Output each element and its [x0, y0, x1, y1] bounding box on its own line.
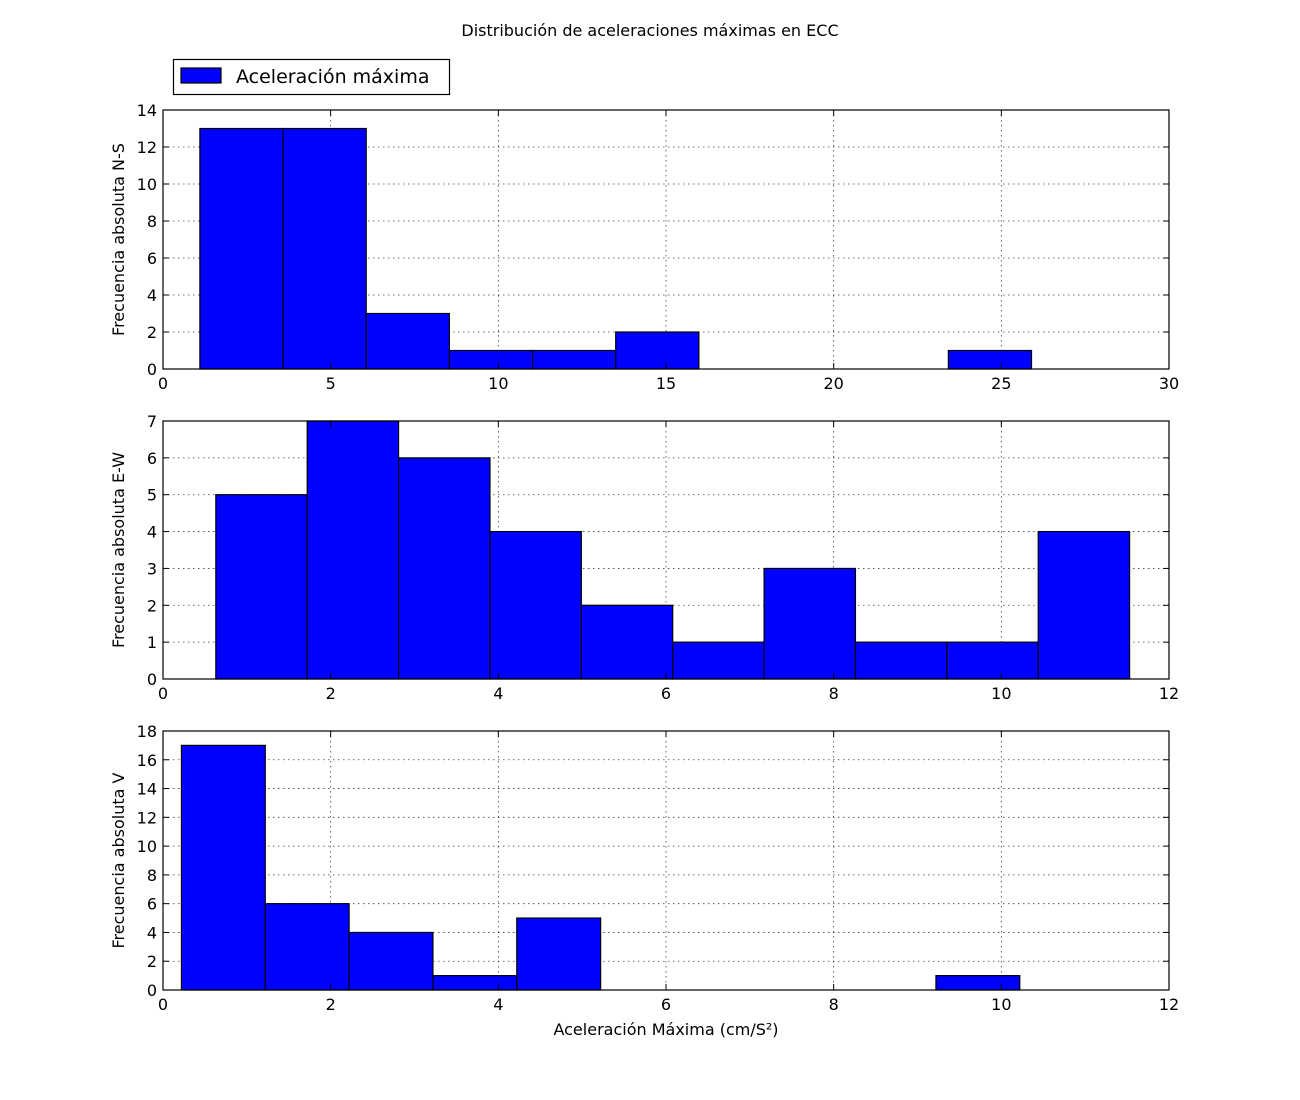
y-tick-label: 14 — [137, 101, 157, 120]
x-tick-label: 6 — [661, 684, 671, 703]
y-tick-label: 0 — [147, 670, 157, 689]
histogram-bar — [946, 641, 1039, 680]
y-tick-label: 2 — [147, 323, 157, 342]
y-axis-label: Frecuencia absoluta E-W — [109, 452, 128, 648]
histogram-bar — [672, 641, 765, 680]
y-tick-label: 2 — [147, 952, 157, 971]
x-tick-label: 15 — [656, 374, 676, 393]
x-tick-label: 25 — [991, 374, 1011, 393]
legend-label: Aceleración máxima — [236, 66, 429, 88]
histogram-bar — [531, 349, 617, 370]
x-tick-label: 10 — [488, 374, 508, 393]
histogram-bar — [1037, 530, 1131, 680]
y-tick-label: 14 — [137, 780, 157, 799]
y-tick-label: 1 — [147, 633, 157, 652]
histogram-bar — [215, 494, 308, 680]
x-tick-label: 6 — [661, 995, 671, 1014]
x-tick-label: 2 — [326, 995, 336, 1014]
histogram-bar — [580, 604, 674, 680]
legend-swatch — [180, 67, 222, 84]
x-tick-label: 10 — [991, 995, 1011, 1014]
y-tick-label: 12 — [137, 138, 157, 157]
histogram-bar — [615, 331, 700, 370]
y-tick-label: 6 — [147, 249, 157, 268]
x-tick-label: 8 — [829, 684, 839, 703]
histogram-bar — [947, 349, 1033, 370]
y-tick-label: 5 — [147, 486, 157, 505]
histogram-bar — [348, 931, 434, 991]
y-tick-label: 12 — [137, 808, 157, 827]
x-tick-label: 2 — [326, 684, 336, 703]
y-tick-label: 8 — [147, 866, 157, 885]
subplot-ns: 0 5 10 15 20 25 30 0 2 4 6 8 10 12 14 Frecuencia absolu… — [109, 101, 1179, 393]
histogram-bar — [365, 312, 450, 370]
x-tick-label: 4 — [493, 684, 503, 703]
histogram-bar — [306, 420, 400, 680]
histogram-bar — [854, 641, 948, 680]
subplot-v: 0 2 4 6 8 10 12 0 2 4 6 8 10 12 14 16 18 Frecuencia absol… — [109, 722, 1179, 1039]
histogram-bar — [199, 127, 284, 370]
histogram-bar — [180, 744, 266, 991]
x-tick-label: 8 — [829, 995, 839, 1014]
y-tick-label: 10 — [137, 175, 157, 194]
histogram-bar — [448, 349, 534, 370]
y-tick-label: 6 — [147, 895, 157, 914]
y-axis-label: Frecuencia absoluta N-S — [109, 143, 128, 336]
histogram-bar — [397, 457, 491, 680]
y-tick-label: 8 — [147, 212, 157, 231]
histogram-bar — [264, 903, 350, 991]
x-tick-label: 0 — [158, 374, 168, 393]
histogram-bar — [489, 530, 582, 680]
y-tick-label: 18 — [137, 722, 157, 741]
x-tick-label: 0 — [158, 684, 168, 703]
x-tick-label: 0 — [158, 995, 168, 1014]
x-tick-label: 30 — [1159, 374, 1179, 393]
figure-title: Distribución de aceleraciones máximas en… — [461, 21, 838, 40]
y-tick-label: 2 — [147, 596, 157, 615]
legend: Aceleración máxima — [172, 58, 451, 96]
x-tick-label: 20 — [823, 374, 843, 393]
y-tick-label: 10 — [137, 837, 157, 856]
histogram-bar — [763, 567, 857, 680]
y-tick-label: 4 — [147, 286, 157, 305]
y-tick-label: 6 — [147, 449, 157, 468]
x-tick-label: 5 — [326, 374, 336, 393]
y-tick-label: 4 — [147, 923, 157, 942]
y-tick-label: 7 — [147, 412, 157, 431]
y-tick-label: 16 — [137, 751, 157, 770]
histogram-bar — [516, 917, 602, 991]
y-axis-label: Frecuencia absoluta V — [109, 772, 128, 948]
x-tick-label: 4 — [493, 995, 503, 1014]
y-tick-label: 0 — [147, 360, 157, 379]
histogram-bar — [935, 975, 1021, 991]
y-tick-label: 0 — [147, 981, 157, 1000]
x-tick-label: 10 — [991, 684, 1011, 703]
histogram-bar — [282, 127, 367, 370]
x-tick-label: 12 — [1159, 684, 1179, 703]
histogram-bar — [432, 975, 518, 991]
y-tick-label: 4 — [147, 523, 157, 542]
x-axis-label: Aceleración Máxima (cm/S²) — [553, 1020, 778, 1039]
y-tick-label: 3 — [147, 559, 157, 578]
x-tick-label: 12 — [1159, 995, 1179, 1014]
